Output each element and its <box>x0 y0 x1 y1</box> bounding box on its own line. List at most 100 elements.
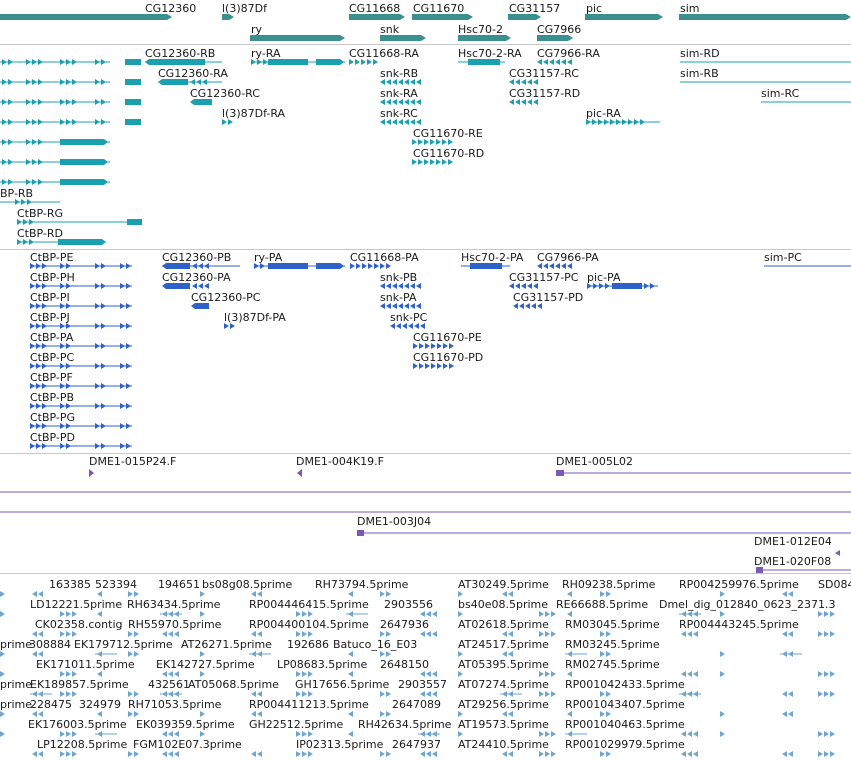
est-label[interactable]: prime <box>0 638 33 651</box>
est-label[interactable]: EK142727.5prime <box>156 658 255 671</box>
est-label[interactable]: AT24517.5prime <box>458 638 549 651</box>
protein-label[interactable]: sim-PC <box>764 251 802 264</box>
transcript-label[interactable]: pic-RA <box>586 107 621 120</box>
est-label[interactable]: LP12208.5prime <box>37 738 128 751</box>
protein-label[interactable]: CG12360-PA <box>162 271 231 284</box>
est-label[interactable]: AT02618.5prime <box>458 618 549 631</box>
transcript-label[interactable]: CG7966-RA <box>537 47 600 60</box>
est-label[interactable]: RP004411213.5prime <box>249 698 369 711</box>
protein-label[interactable]: CG12360-PC <box>191 291 261 304</box>
est-label[interactable]: AT29256.5prime <box>458 698 549 711</box>
protein-label[interactable]: CtBP-PE <box>30 251 74 264</box>
est-label[interactable]: AT05395.5prime <box>458 658 549 671</box>
est-label[interactable]: 2647089 <box>392 698 441 711</box>
protein-label[interactable]: CtBP-PI <box>30 291 70 304</box>
est-label[interactable]: RM02745.5prime <box>565 658 660 671</box>
est-label[interactable]: Batuco_16_E03 <box>333 638 418 651</box>
est-label[interactable]: 324979 <box>79 698 121 711</box>
est-label[interactable]: EK176003.5prime <box>28 718 127 731</box>
est-label[interactable]: 192686 <box>287 638 329 651</box>
est-label[interactable]: 194651 <box>158 578 200 591</box>
est-label[interactable]: RP004259976.5prime <box>679 578 799 591</box>
clone-label[interactable]: DME1-015P24.F <box>89 455 177 468</box>
est-label[interactable]: SD084 <box>818 578 851 591</box>
protein-label[interactable]: CG31157-PD <box>513 291 584 304</box>
clone-label[interactable]: DME1-004K19.F <box>296 455 384 468</box>
protein-label[interactable]: CG11670-PD <box>413 351 484 364</box>
clone-label[interactable]: DME1-012E04 <box>754 535 832 548</box>
est-label[interactable]: AT07274.5prime <box>458 678 549 691</box>
gene-label[interactable]: CG11668 <box>349 2 401 15</box>
protein-label[interactable]: CG7966-PA <box>537 251 599 264</box>
est-label[interactable]: RE66688.5prime <box>556 598 649 611</box>
transcript-label[interactable]: sim-RD <box>680 47 720 60</box>
transcript-label[interactable]: CG12360-RB <box>145 47 216 60</box>
protein-label[interactable]: CtBP-PH <box>30 271 75 284</box>
est-label[interactable]: RH73794.5prime <box>315 578 409 591</box>
est-label[interactable]: EK189857.5prime <box>30 678 129 691</box>
est-label[interactable]: RP004446415.5prime <box>249 598 369 611</box>
est-label[interactable]: GH22512.5prime <box>249 718 344 731</box>
protein-label[interactable]: CtBP-PG <box>30 411 76 424</box>
clone-label[interactable]: DME1-003J04 <box>357 515 432 528</box>
est-label[interactable]: AT26271.5prime <box>181 638 272 651</box>
est-label[interactable]: bs40e08.5prime <box>458 598 549 611</box>
transcript-label[interactable]: CtBP-RD <box>17 227 64 240</box>
est-label[interactable]: 2903556 <box>384 598 433 611</box>
transcript-label[interactable]: snk-RA <box>380 87 418 100</box>
protein-label[interactable]: ry-PA <box>254 251 283 264</box>
transcript-label[interactable]: CtBP-RG <box>17 207 64 220</box>
est-label[interactable]: RH71053.5prime <box>128 698 222 711</box>
gene-label[interactable]: snk <box>380 23 400 36</box>
est-label[interactable]: RM03045.5prime <box>565 618 660 631</box>
protein-label[interactable]: l(3)87Df-PA <box>224 311 286 324</box>
gene-label[interactable]: pic <box>586 2 603 15</box>
est-label[interactable]: 432561 <box>148 678 190 691</box>
protein-label[interactable]: CtBP-PA <box>30 331 74 344</box>
gene-label[interactable]: CG7966 <box>537 23 582 36</box>
gene-label[interactable]: l(3)87Df <box>222 2 267 15</box>
est-label[interactable]: AT24410.5prime <box>458 738 549 751</box>
est-label[interactable]: 2647937 <box>392 738 441 751</box>
protein-label[interactable]: CG12360-PB <box>162 251 232 264</box>
est-label[interactable]: 228475 <box>30 698 72 711</box>
est-label[interactable]: 308884 <box>29 638 71 651</box>
est-label[interactable]: RP004400104.5prime <box>249 618 369 631</box>
protein-label[interactable]: pic-PA <box>587 271 621 284</box>
est-label[interactable]: 2647936 <box>380 618 429 631</box>
transcript-label[interactable]: Hsc70-2-RA <box>458 47 522 60</box>
est-label[interactable]: AT05068.5prime <box>188 678 279 691</box>
est-label[interactable]: bs08g08.5prime <box>202 578 293 591</box>
est-label[interactable]: AT19573.5prime <box>458 718 549 731</box>
protein-label[interactable]: CG11668-PA <box>350 251 419 264</box>
transcript-label[interactable]: CG12360-RA <box>158 67 228 80</box>
protein-label[interactable]: CtBP-PC <box>30 351 75 364</box>
est-label[interactable]: RH09238.5prime <box>562 578 656 591</box>
gene-label[interactable]: CG31157 <box>509 2 561 15</box>
est-label[interactable]: prime <box>0 678 33 691</box>
est-label[interactable]: FGM102E07.3prime <box>133 738 242 751</box>
gene-label[interactable]: CG11670 <box>413 2 465 15</box>
protein-label[interactable]: snk-PB <box>380 271 418 284</box>
est-label[interactable]: RP001029979.5prime <box>565 738 685 751</box>
protein-label[interactable]: CG31157-PC <box>509 271 579 284</box>
transcript-label[interactable]: ry-RA <box>251 47 281 60</box>
transcript-label[interactable]: CG31157-RC <box>509 67 579 80</box>
transcript-label[interactable]: BP-RB <box>0 187 34 200</box>
est-label[interactable]: RH42634.5prime <box>358 718 452 731</box>
protein-label[interactable]: snk-PC <box>390 311 428 324</box>
est-label[interactable]: EK039359.5prime <box>136 718 235 731</box>
transcript-label[interactable]: snk-RB <box>380 67 419 80</box>
est-label[interactable]: RP001043407.5prime <box>565 698 685 711</box>
transcript-label[interactable]: CG11670-RE <box>413 127 483 140</box>
est-label[interactable]: EK171011.5prime <box>36 658 135 671</box>
est-label[interactable]: LD12221.5prime <box>30 598 123 611</box>
protein-label[interactable]: CtBP-PB <box>30 391 75 404</box>
est-label[interactable]: IP02313.5prime <box>296 738 384 751</box>
gene-label[interactable]: sim <box>680 2 700 15</box>
est-label[interactable]: AT30249.5prime <box>458 578 549 591</box>
est-label[interactable]: 163385 <box>49 578 91 591</box>
transcript-label[interactable]: CG11670-RD <box>413 147 485 160</box>
transcript-label[interactable]: CG31157-RD <box>509 87 581 100</box>
est-label[interactable]: LP08683.5prime <box>277 658 368 671</box>
